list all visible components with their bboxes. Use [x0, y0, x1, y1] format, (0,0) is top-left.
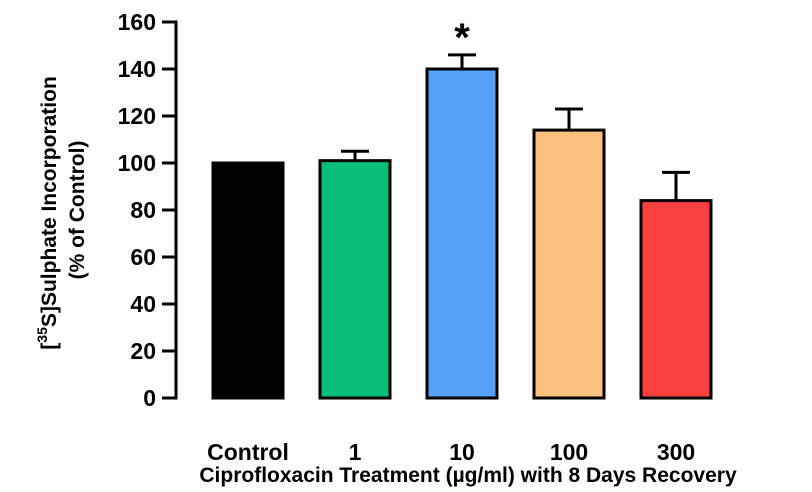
y-tick-label: 80 — [130, 197, 156, 223]
x-category-label: 10 — [449, 439, 475, 465]
bar-control — [211, 161, 285, 400]
annotations: * — [454, 16, 470, 60]
y-tick-label: 140 — [118, 56, 156, 82]
x-category-label: 100 — [550, 439, 588, 465]
y-tick-label: 160 — [118, 9, 156, 35]
y-axis-title: [35S]Sulphate Incorporation (% of Contro… — [34, 70, 89, 349]
bar-10 — [425, 67, 499, 400]
y-tick-label: 100 — [118, 150, 156, 176]
x-category-label: Control — [207, 439, 289, 465]
x-axis-title: Ciprofloxacin Treatment (µg/ml) with 8 D… — [199, 464, 737, 487]
bar-100 — [532, 128, 606, 400]
y-tick-label: 60 — [130, 244, 156, 270]
y-tick-label: 120 — [118, 103, 156, 129]
y-tick-label: 20 — [130, 338, 156, 364]
x-category-labels: Control 1 10 100 300 — [207, 439, 695, 465]
significance-asterisk: * — [454, 16, 470, 60]
x-category-label: 1 — [349, 439, 362, 465]
y-tick-label: 40 — [130, 291, 156, 317]
bar-1 — [318, 159, 392, 400]
bar-300 — [639, 199, 713, 400]
y-axis-ticks: 0 20 40 60 80 100 120 140 160 — [118, 9, 176, 411]
y-tick-label: 0 — [143, 385, 156, 411]
bars — [211, 53, 713, 400]
x-category-label: 300 — [657, 439, 695, 465]
